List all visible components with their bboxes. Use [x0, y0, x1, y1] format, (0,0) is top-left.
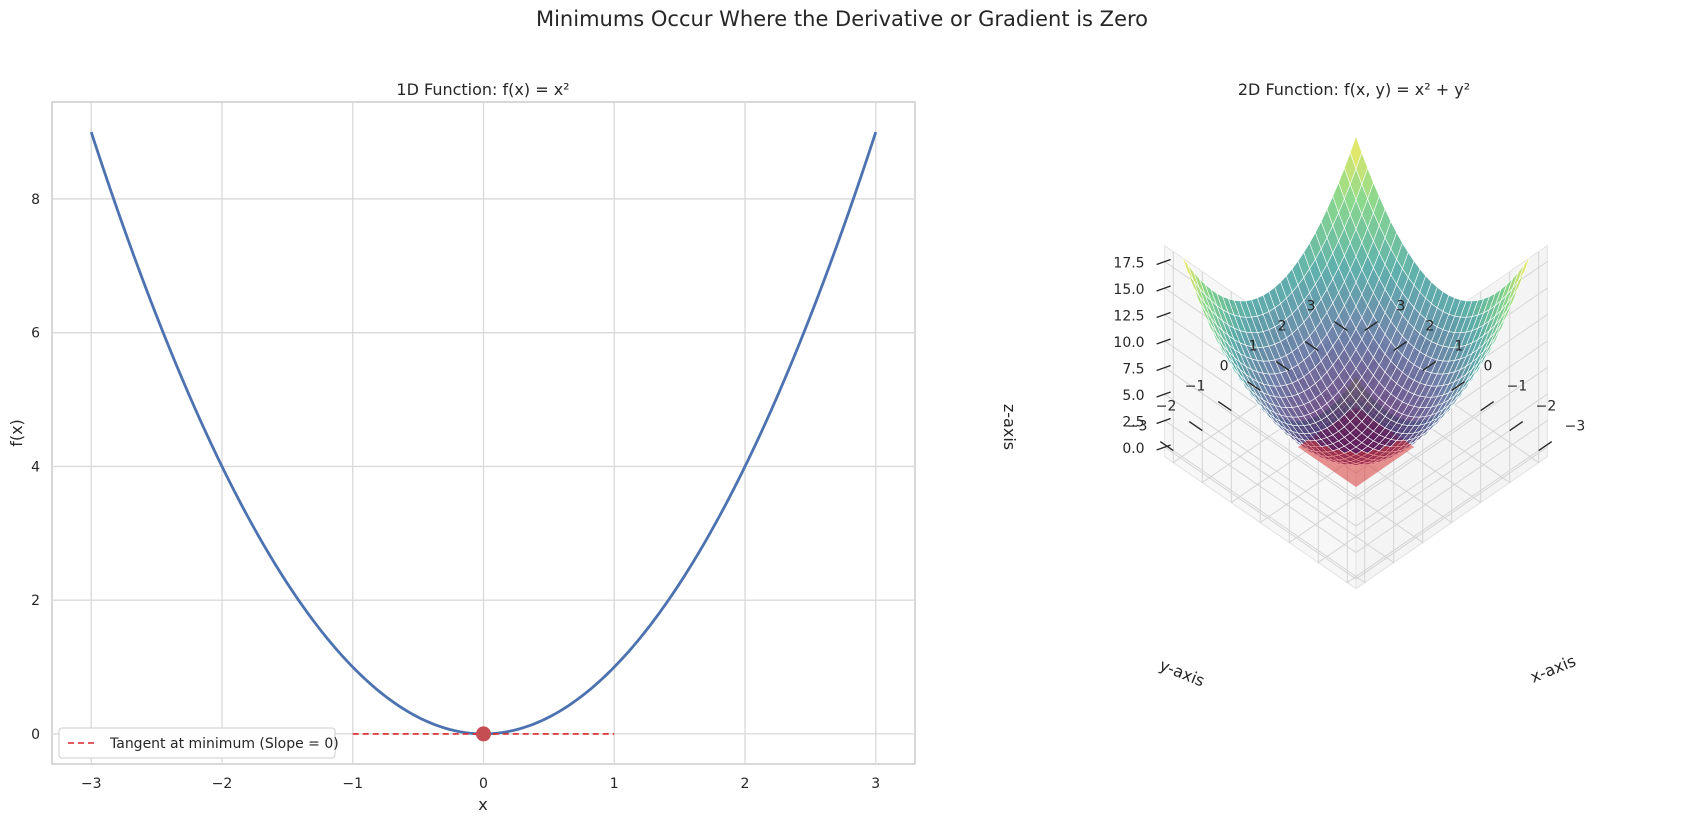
z-tick-mark: [1156, 338, 1171, 345]
surface-facet: [1349, 135, 1363, 170]
z-grid-line: [1164, 367, 1548, 501]
chart-2d-surface-mesh: [1181, 135, 1531, 487]
z-tick-mark: [1156, 311, 1171, 319]
y-tick-label: 4: [31, 459, 40, 475]
x-tick-mark: [1451, 380, 1466, 392]
chart-2d-x-axis-label: x-axis: [1527, 651, 1578, 686]
x-tick-mark: [1393, 340, 1408, 352]
x-tick-label: −1: [342, 776, 363, 792]
y-tick-label: 0: [1220, 359, 1229, 375]
z-tick-label: 7.5: [1122, 362, 1144, 378]
z-tick-label: 5.0: [1122, 388, 1144, 404]
chart-1d-series: [89, 131, 878, 742]
chart-1d-title: 1D Function: f(x) = x²: [396, 80, 569, 99]
z-tick-mark: [1156, 444, 1171, 451]
y-tick-label: −3: [1127, 419, 1148, 435]
chart-2d-z-axis-label: z-axis: [1000, 404, 1019, 450]
y-tick-label: −1: [1185, 379, 1206, 395]
chart-2d-surface: 2D Function: f(x, y) = x² + y² −3−2−1012…: [1000, 80, 1585, 691]
z-grid-line: [1164, 420, 1548, 554]
chart-1d-legend: Tangent at minimum (Slope = 0): [58, 727, 339, 759]
x-tick-label: 0: [479, 776, 488, 792]
x-tick-mark: [1364, 320, 1379, 332]
chart-2d-title: 2D Function: f(x, y) = x² + y²: [1238, 80, 1470, 99]
chart-1d: 1D Function: f(x) = x² −3 −2 −1 0 1 2 3 02468 …: [7, 80, 916, 814]
chart-1d-grid: [52, 102, 915, 764]
legend-box: [58, 727, 336, 759]
z-tick-label: 10.0: [1113, 335, 1144, 351]
legend-tangent-label: Tangent at minimum (Slope = 0): [109, 736, 339, 752]
chart-2d-y-axis-label: y-axis: [1157, 655, 1208, 690]
z-tick-label: 12.5: [1113, 309, 1144, 325]
x-tick-label: −3: [1565, 419, 1586, 435]
y-tick-label: 8: [31, 192, 40, 208]
x-tick-label: 0: [1483, 359, 1492, 375]
z-grid-line: [1164, 393, 1548, 527]
x-tick-mark: [1422, 360, 1437, 372]
y-tick-label: 3: [1307, 299, 1316, 315]
x-tick-mark: [1538, 440, 1553, 452]
z-tick-mark: [1156, 391, 1171, 398]
x-tick-label: 2: [741, 776, 750, 792]
y-tick-label: 2: [1278, 319, 1287, 335]
x-tick-label: −3: [81, 776, 102, 792]
z-tick-mark: [1156, 364, 1171, 372]
chart-2d-axes: −3 −2 −1 0 1 2 3 −3 −2 −1 0 1 2 3 0.0 2.5 5.0 7.5 10.0 12.5…: [1113, 256, 1585, 458]
x-tick-label: −1: [1507, 379, 1528, 395]
minimum-point-marker: [476, 726, 491, 742]
y-tick-mark: [1333, 320, 1348, 332]
y-tick-label: 2: [31, 593, 40, 609]
chart-1d-y-ticks: 0 2 4 6 8: [31, 192, 40, 743]
y-tick-label: 6: [31, 326, 40, 342]
y-tick-mark: [1246, 380, 1261, 392]
chart-1d-x-axis-label: x: [478, 795, 487, 814]
y-tick-mark: [1304, 340, 1319, 352]
z-tick-label: 2.5: [1122, 415, 1144, 431]
chart-1d-x-ticks: −3 −2 −1 0 1 2 3: [81, 776, 880, 792]
z-tick-mark: [1156, 285, 1171, 292]
x-tick-label: 3: [1396, 299, 1405, 315]
x-tick-label: 1: [610, 776, 619, 792]
y-tick-mark: [1275, 360, 1290, 372]
x-tick-label: −2: [212, 776, 233, 792]
x-tick-mark: [1509, 420, 1524, 432]
z-grid-line: [1164, 446, 1548, 580]
y-tick-mark: [1217, 400, 1232, 412]
x-tick-label: 3: [871, 776, 880, 792]
y-tick-label: 1: [1249, 339, 1258, 355]
y-tick-label: 0: [31, 727, 40, 743]
x-tick-mark: [1480, 400, 1495, 412]
y-tick-mark: [1188, 420, 1203, 432]
z-tick-label: 17.5: [1113, 256, 1144, 272]
x-tick-label: 1: [1454, 339, 1463, 355]
z-tick-label: 0.0: [1122, 441, 1144, 457]
z-tick-mark: [1156, 417, 1171, 425]
figure-suptitle: Minimums Occur Where the Derivative or G…: [536, 7, 1148, 31]
chart-1d-y-axis-label: f(x): [7, 419, 26, 447]
z-tick-label: 15.0: [1113, 282, 1144, 298]
x-tick-label: 2: [1425, 319, 1434, 335]
y-tick-label: −2: [1156, 399, 1177, 415]
x-tick-label: −2: [1536, 399, 1557, 415]
z-tick-mark: [1156, 258, 1171, 266]
